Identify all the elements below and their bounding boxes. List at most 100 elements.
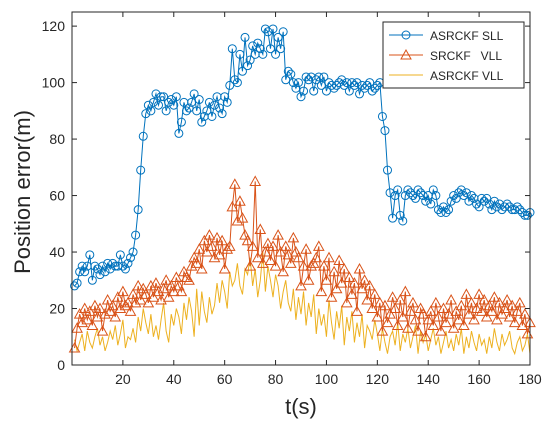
data-point (371, 310, 384, 322)
data-point (335, 277, 348, 288)
data-point (148, 97, 158, 107)
data-point (333, 254, 346, 266)
series-line (74, 27, 531, 287)
data-point (370, 83, 380, 93)
data-point (232, 78, 242, 88)
data-point (412, 325, 424, 336)
data-point (155, 294, 167, 305)
data-point (377, 111, 387, 121)
data-point (160, 274, 172, 285)
data-point (228, 178, 241, 189)
data-point (301, 72, 311, 82)
data-point (240, 32, 250, 42)
data-point (342, 78, 352, 88)
data-point (402, 322, 414, 333)
data-point (493, 296, 506, 308)
data-point (283, 66, 293, 76)
data-point (273, 32, 283, 42)
data-point (208, 251, 221, 263)
data-point (516, 319, 529, 330)
data-point (418, 191, 428, 201)
data-point (441, 208, 451, 218)
data-point (340, 296, 353, 308)
data-point (182, 106, 191, 116)
data-point (230, 75, 240, 85)
data-point (147, 291, 160, 302)
data-point (404, 305, 417, 316)
data-point (447, 322, 460, 333)
x-tick-label: 180 (518, 371, 542, 387)
data-point (265, 44, 275, 54)
data-point (385, 188, 395, 198)
series-line (74, 251, 531, 356)
data-point (166, 95, 176, 105)
data-point (324, 78, 334, 88)
data-point (146, 106, 156, 116)
data-point (96, 325, 109, 336)
data-point (356, 282, 368, 294)
legend-label: SRCKF VLL (430, 49, 502, 63)
data-point (133, 205, 143, 215)
data-point (360, 83, 370, 93)
data-point (72, 278, 82, 288)
data-point (292, 251, 305, 263)
data-point (185, 260, 198, 271)
data-point (500, 202, 510, 212)
data-point (468, 313, 480, 325)
data-point (142, 296, 155, 308)
data-point (497, 205, 507, 215)
data-point (256, 257, 269, 268)
legend: ASRCKF SLL SRCKF VLL ASRCKF VLL (382, 21, 525, 89)
data-point (217, 109, 227, 119)
legend-item: SRCKF VLL (389, 48, 502, 63)
data-point (141, 109, 151, 119)
legend-item: ASRCKF SLL (389, 29, 504, 43)
data-point (393, 185, 403, 195)
data-point (368, 288, 381, 299)
x-tick-label: 20 (115, 371, 131, 387)
data-point (81, 313, 94, 325)
data-point (440, 316, 452, 328)
data-point (118, 261, 128, 271)
data-point (380, 126, 390, 136)
data-point (501, 294, 513, 305)
data-point (108, 258, 118, 268)
data-point (94, 302, 106, 314)
data-point (101, 294, 114, 305)
data-point (386, 291, 399, 302)
data-point (287, 231, 300, 243)
data-point (123, 258, 133, 268)
data-point (223, 240, 236, 251)
data-point (451, 193, 461, 203)
data-point (457, 319, 470, 330)
data-point (203, 229, 216, 240)
data-point (221, 243, 234, 254)
data-point (480, 310, 493, 322)
data-point (278, 27, 288, 37)
data-point (367, 86, 377, 96)
data-point (388, 213, 398, 223)
data-point (225, 80, 235, 90)
series-2 (68, 175, 536, 353)
data-point (431, 191, 441, 201)
legend-marker (401, 30, 411, 40)
data-point (83, 305, 96, 316)
data-point (337, 75, 347, 85)
data-point (259, 246, 272, 257)
data-point (390, 191, 400, 201)
data-point (376, 325, 389, 336)
data-point (396, 310, 409, 322)
data-point (424, 305, 437, 316)
data-point (213, 248, 226, 260)
data-point (395, 210, 405, 220)
data-point (134, 294, 147, 305)
data-point (475, 305, 488, 316)
data-point (318, 260, 330, 271)
data-point (355, 89, 365, 99)
data-point (302, 274, 315, 285)
data-point (489, 196, 499, 206)
data-point (315, 285, 328, 297)
data-point (394, 294, 407, 305)
data-point (255, 44, 265, 54)
